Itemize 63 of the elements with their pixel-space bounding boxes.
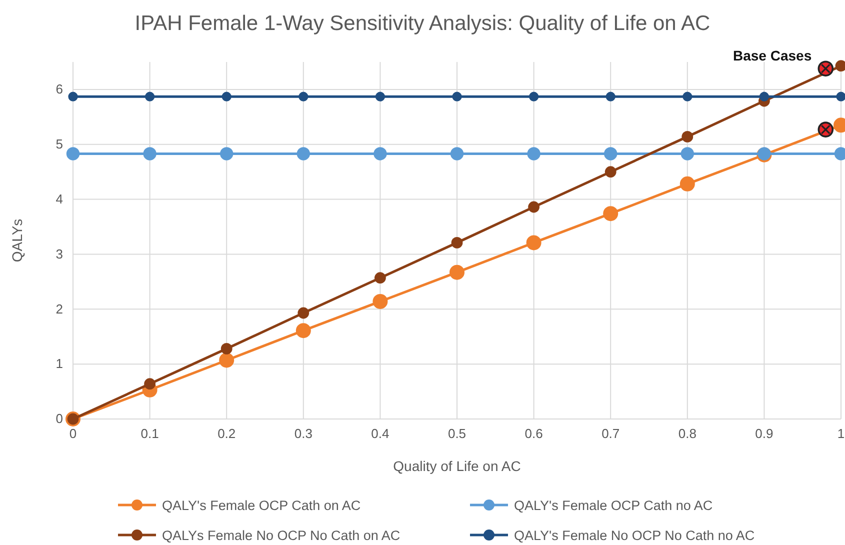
point xyxy=(836,92,845,102)
point xyxy=(818,122,834,138)
point xyxy=(451,236,463,248)
point xyxy=(375,92,385,102)
point xyxy=(220,343,232,354)
x-tick-label: 0.6 xyxy=(524,426,543,442)
y-tick-label: 3 xyxy=(56,246,63,262)
point xyxy=(450,264,464,280)
x-tick-label: 0.3 xyxy=(294,426,312,442)
point xyxy=(452,92,462,102)
point xyxy=(222,92,232,102)
point xyxy=(374,272,386,284)
point xyxy=(296,147,310,160)
point xyxy=(143,147,156,160)
point xyxy=(66,147,80,160)
point xyxy=(680,147,694,160)
legend-label: QALY's Female No OCP No Cath no AC xyxy=(514,528,755,543)
point xyxy=(682,130,694,142)
point xyxy=(603,206,618,222)
point xyxy=(529,92,539,102)
point xyxy=(682,92,692,102)
point xyxy=(818,60,834,76)
x-tick-label: 0.4 xyxy=(371,426,390,442)
point xyxy=(298,307,310,319)
x-tick-label: 0.8 xyxy=(678,426,696,442)
y-tick-label: 4 xyxy=(56,191,63,206)
y-tick-label: 5 xyxy=(56,136,63,152)
point xyxy=(759,92,769,102)
x-tick-label: 0.2 xyxy=(218,426,236,442)
point xyxy=(606,92,616,102)
point xyxy=(526,235,542,250)
point xyxy=(680,176,695,192)
point xyxy=(220,147,234,160)
x-tick-label: 0.5 xyxy=(448,426,466,442)
point xyxy=(604,147,618,160)
point xyxy=(144,378,156,390)
x-tick-label: 0.9 xyxy=(755,426,774,442)
x-tick-label: 0.1 xyxy=(140,426,159,442)
point xyxy=(527,147,540,160)
point xyxy=(450,147,464,160)
x-tick-label: 0 xyxy=(69,426,77,442)
annotation: Base Cases xyxy=(733,48,812,64)
legend-label: QALY's Female OCP Cath no AC xyxy=(514,498,713,513)
point xyxy=(219,352,234,368)
point xyxy=(372,294,388,309)
legend-label: QALYs Female No OCP No Cath on AC xyxy=(162,528,400,543)
point xyxy=(528,201,540,213)
y-tick-label: 1 xyxy=(56,356,63,372)
y-axis-title: QALYs xyxy=(9,218,25,262)
x-tick-label: 0.7 xyxy=(602,426,620,442)
point xyxy=(374,147,387,160)
y-tick-label: 0 xyxy=(56,411,63,426)
point xyxy=(298,92,308,102)
x-tick-label: 1 xyxy=(837,426,845,442)
chart-title: IPAH Female 1-Way Sensitivity Analysis: Quality of Life on AC xyxy=(134,12,710,35)
point xyxy=(296,323,311,338)
point xyxy=(145,92,155,102)
y-tick-label: 6 xyxy=(56,82,63,97)
y-tick-label: 2 xyxy=(56,301,63,316)
point xyxy=(68,92,78,102)
x-axis-title: Quality of Life on AC xyxy=(393,458,521,474)
point xyxy=(604,166,616,178)
legend-label: QALY's Female OCP Cath on AC xyxy=(162,498,361,513)
